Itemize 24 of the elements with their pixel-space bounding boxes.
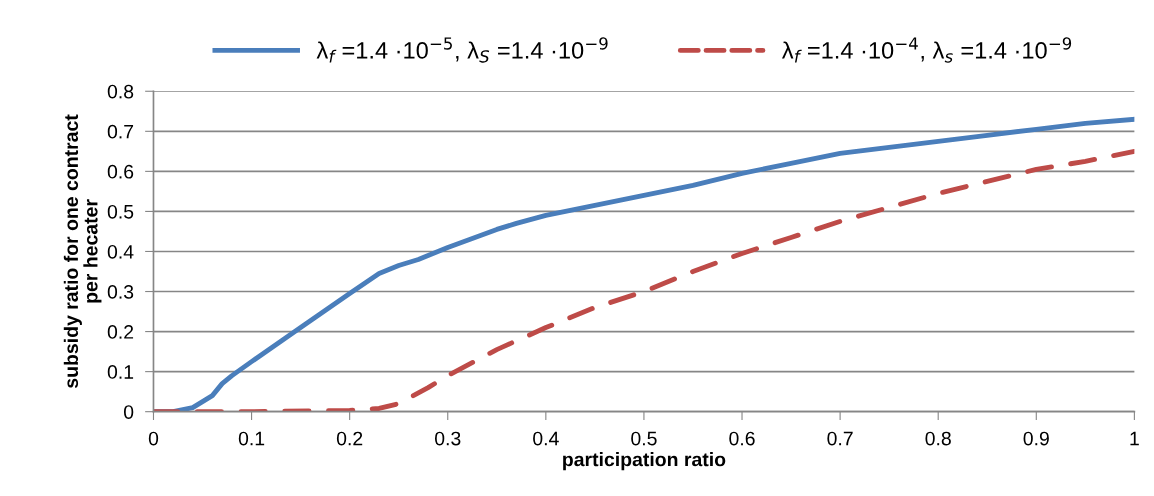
x-tick-label: 0.5: [631, 431, 657, 446]
x-tick-label: 0.4: [533, 431, 559, 446]
x-tick-label: 0: [148, 431, 159, 446]
y-tick-label: 0.5: [107, 204, 134, 219]
y-tick-label: 0.8: [107, 84, 134, 99]
y-tick-label: 0.2: [107, 325, 134, 339]
x-tick-label: 0.8: [925, 431, 951, 446]
legend-label: λ$_{f}$ =1.4 ·10$^{−4}$, λ$_{s}$ =1.4 ·10$^{−9}$: [781, 37, 1072, 63]
y-tick-label: 0.4: [107, 244, 134, 259]
x-tick-label: 0.3: [435, 431, 461, 446]
y-tick-label: 0.7: [107, 124, 134, 139]
x-axis-title: participation ratio: [563, 452, 726, 471]
x-tick-label: 0.2: [336, 431, 363, 446]
x-tick-label: 0.6: [729, 431, 755, 446]
y-tick-label: 0.1: [107, 365, 134, 379]
x-tick-label: 0.9: [1023, 431, 1049, 446]
y-tick-label: 0.3: [107, 284, 134, 299]
x-tick-label: 0.1: [238, 431, 265, 446]
x-tick-label: 0.7: [827, 431, 853, 446]
y-tick-label: 0: [123, 405, 134, 419]
y-axis-title: subsidy ratio for one contract per hecater: [63, 114, 102, 388]
legend-label: λ$_{f}$ =1.4 ·10$^{−5}$, λ$_{S}$ =1.4 ·10$^{−9}$: [316, 37, 608, 63]
y-tick-label: 0.6: [107, 164, 134, 179]
x-tick-label: 1: [1130, 431, 1139, 446]
